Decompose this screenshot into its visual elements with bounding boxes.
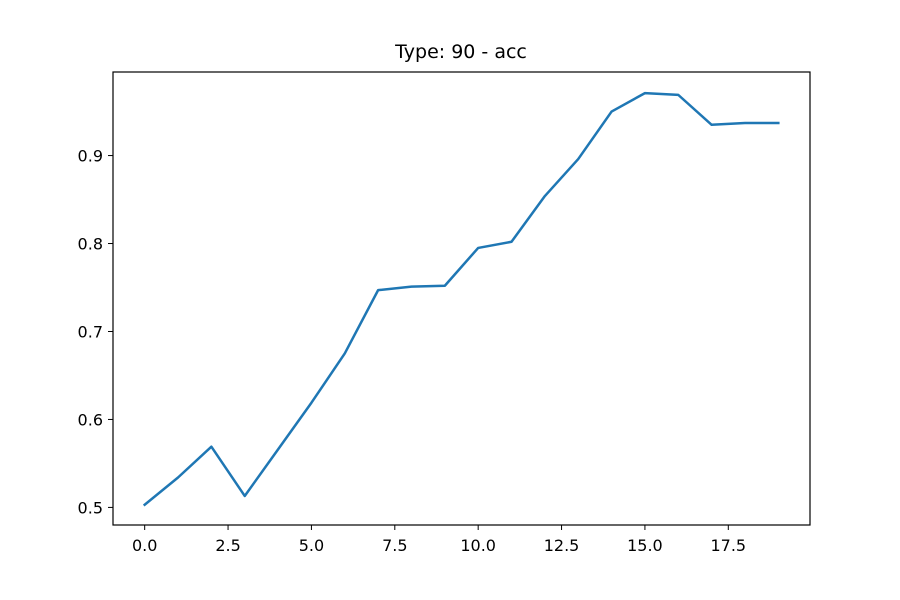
- series-layer: [142, 91, 780, 507]
- y-tick-label: 0.5: [78, 498, 103, 517]
- x-tick-label: 7.5: [382, 536, 407, 555]
- y-tick-label: 0.9: [78, 147, 103, 166]
- x-tick-label: 5.0: [299, 536, 324, 555]
- x-tick-label: 10.0: [460, 536, 496, 555]
- x-tick-label: 12.5: [544, 536, 580, 555]
- plot-frame: [112, 71, 811, 526]
- chart-title: Type: 90 - acc: [394, 41, 527, 63]
- x-tick-label: 17.5: [710, 536, 746, 555]
- series-line: [142, 91, 780, 507]
- y-tick-label: 0.7: [78, 322, 103, 341]
- x-tick-label: 2.5: [215, 536, 240, 555]
- y-tick-label: 0.8: [78, 235, 103, 254]
- y-tick-label: 0.6: [78, 410, 103, 429]
- x-tick-label: 0.0: [132, 536, 157, 555]
- axes: 0.0 2.5 5.0 7.5 10.0 12.5 15.0 17.5 0.5 0.6 0.7 0.8…: [78, 71, 811, 555]
- x-tick-label: 15.0: [627, 536, 663, 555]
